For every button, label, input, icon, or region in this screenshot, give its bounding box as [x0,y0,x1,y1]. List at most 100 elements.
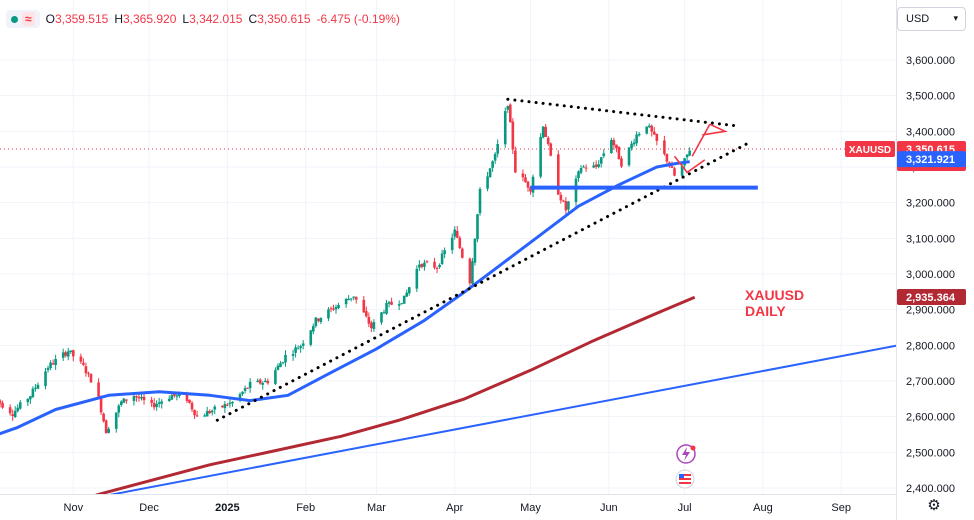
candle-body [473,238,477,263]
candle-body [61,352,65,358]
candle-body [655,133,659,141]
candle-body [526,181,530,188]
candle-body [471,261,474,284]
candle-body [344,298,348,305]
candle-body [455,230,459,238]
candle-body [663,140,666,154]
candle-body [132,396,136,401]
candle-body [620,158,623,167]
trendline-dotted [215,140,752,422]
candle-body [241,391,244,394]
candle-body [167,398,171,402]
candle-body [635,134,638,144]
candle-body [311,326,315,332]
candle-body [284,354,287,363]
event-icons [675,444,696,489]
candle-body [594,164,598,167]
candle-body [592,165,595,168]
x-tick-label: Dec [139,502,159,514]
candle-body [34,387,37,389]
candle-body [577,171,580,178]
candle-body [665,153,669,162]
price-label-text: 2,935.364 [906,292,956,304]
x-tick-label: 2025 [215,502,239,514]
candle-body [137,396,141,399]
price-label-box [897,289,966,306]
candle-body [120,401,123,406]
candle-body [102,413,105,422]
candle-body [31,388,35,397]
candle-body [152,402,156,408]
candle-body [615,144,618,149]
y-tick-label: 2,600.000 [906,412,955,424]
candle-body [155,403,158,407]
candle-body [380,312,383,323]
candle-body [630,143,633,149]
candle-body [574,178,578,203]
y-tick-label: 2,700.000 [906,376,955,388]
grid [0,0,896,494]
high-value: H3,365.920 [114,12,177,26]
candle-body [478,189,482,214]
candle-body [610,140,613,154]
candle-body [493,153,497,161]
candle-body [208,411,212,413]
candle-body [175,395,179,397]
candle-body [496,143,499,154]
candle-body [491,161,494,168]
ma-slow-line [95,295,696,494]
candle-body [544,126,547,137]
candle-body [97,382,100,397]
x-tick-label: Sep [831,502,851,514]
x-tick-label: Jun [600,502,618,514]
status-pill[interactable]: ≈ [6,10,40,28]
candle-body [407,287,411,294]
gear-icon[interactable]: ⚙ [927,497,941,514]
candle-body [617,146,621,160]
candle-body [597,164,601,167]
green-dot-icon [11,15,18,23]
candle-body [582,166,585,168]
candle-body [387,302,391,304]
candle-body [213,406,217,410]
candle-body [276,365,280,370]
candle-body [531,176,535,193]
currency-selector[interactable]: USD ▾ [897,7,966,31]
candle-body [365,311,368,317]
arrow-down-path [673,155,706,174]
candle-body [44,371,47,387]
x-tick-label: Mar [367,502,386,514]
candle-body [509,104,512,123]
candle-body [327,309,330,319]
candle-body [64,352,68,356]
candle-body [226,404,229,406]
y-tick-label: 2,800.000 [906,340,955,352]
candle-body [423,262,426,267]
candle-body [46,367,50,371]
candle-body [223,404,227,409]
symbol-tag-text: XAUUSD [849,145,891,156]
candle-body [476,214,479,240]
notification-dot [690,445,696,451]
candle-body [79,356,83,362]
candle-body [521,173,525,178]
candle-body [314,317,318,327]
candle-body [367,316,371,324]
candle-body [599,157,603,164]
candle-body [185,393,189,401]
low-value: L3,342.015 [182,12,243,26]
candle-body [354,296,358,300]
candle-body [425,261,429,263]
currency-label: USD [906,13,930,25]
candle-body [372,322,376,329]
candle-body [332,308,335,310]
candle-body [190,402,194,410]
candle-body [637,133,641,136]
y-tick-label: 3,100.000 [906,233,955,245]
candle-body [680,165,684,176]
candle-body [157,402,161,404]
candle-body [221,405,224,408]
price-label-box [897,151,966,168]
candle-body [567,201,570,210]
